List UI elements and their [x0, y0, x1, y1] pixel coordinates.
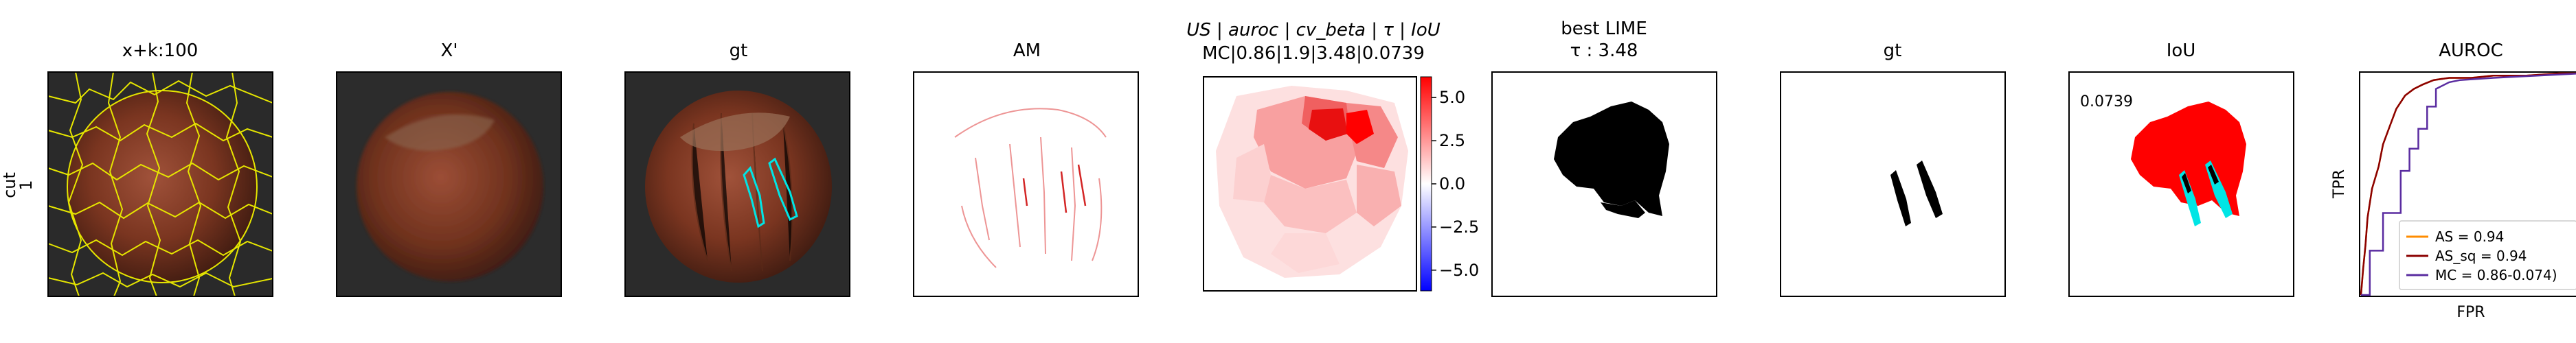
roc-chart: AS = 0.94 AS_sq = 0.94 MC = 0.86-0.074) FP… [2331, 71, 2576, 321]
panel-title-gt-1: gt [730, 40, 748, 61]
chart-title: AUROC [2439, 40, 2503, 61]
panel-title-iou: IoU [2167, 40, 2196, 61]
y-axis-label: TPR [2331, 169, 2348, 199]
legend-box [2399, 220, 2576, 290]
row-label-line1: cut [0, 172, 19, 198]
panel-title-am: AM [1013, 40, 1041, 61]
panel-gt-mask [1780, 71, 2006, 297]
colorbar: 5.0 2.5 0.0 −2.5 −5.0 [1420, 76, 1479, 292]
iou-value-annotation: 0.0739 [2080, 93, 2133, 110]
panel-reconstruction-image [336, 71, 562, 297]
panel-title-mc-line2: MC|0.86|1.9|3.48|0.0739 [1202, 43, 1425, 64]
superpixel-boundaries [47, 71, 273, 297]
roc-series-line [2361, 73, 2576, 296]
colorbar-tick-label: −5.0 [1439, 261, 1479, 280]
colorbar-tick-label: 2.5 [1439, 131, 1465, 150]
panel-title-xprime: X' [441, 40, 458, 61]
panel-title-xk: x+k:100 [122, 40, 199, 61]
roc-legend: AS = 0.94 AS_sq = 0.94 MC = 0.86-0.074) [2399, 220, 2576, 290]
panel-lime-mask [1491, 71, 1717, 297]
panel-iou-overlay: 0.0739 [2068, 71, 2294, 297]
x-axis-label: FPR [2456, 304, 2485, 321]
row-label-line2: 1 [16, 180, 36, 190]
gt-contour [743, 157, 798, 228]
legend-label: AS_sq = 0.94 [2435, 248, 2527, 264]
panel-mc-heatmap [1203, 76, 1417, 292]
panel-title-lime-line1: best LIME [1561, 19, 1647, 39]
panel-anomaly-map [913, 71, 1139, 297]
panel-superpixel-image [47, 71, 273, 297]
panel-gt-overlay-image [624, 71, 850, 297]
legend-label: AS = 0.94 [2435, 228, 2504, 245]
panel-title-mc-line1: US | auroc | cv_beta | τ | IoU [1186, 20, 1440, 40]
panel-title-lime-line2: τ : 3.48 [1570, 40, 1638, 61]
colorbar-tick-label: −2.5 [1439, 217, 1479, 237]
colorbar-tick-label: 0.0 [1439, 174, 1465, 193]
panel-title-gt-2: gt [1884, 40, 1902, 61]
legend-label: MC = 0.86-0.074) [2435, 267, 2557, 283]
roc-series-line [2360, 72, 2576, 296]
colorbar-tick-label: 5.0 [1439, 88, 1465, 107]
